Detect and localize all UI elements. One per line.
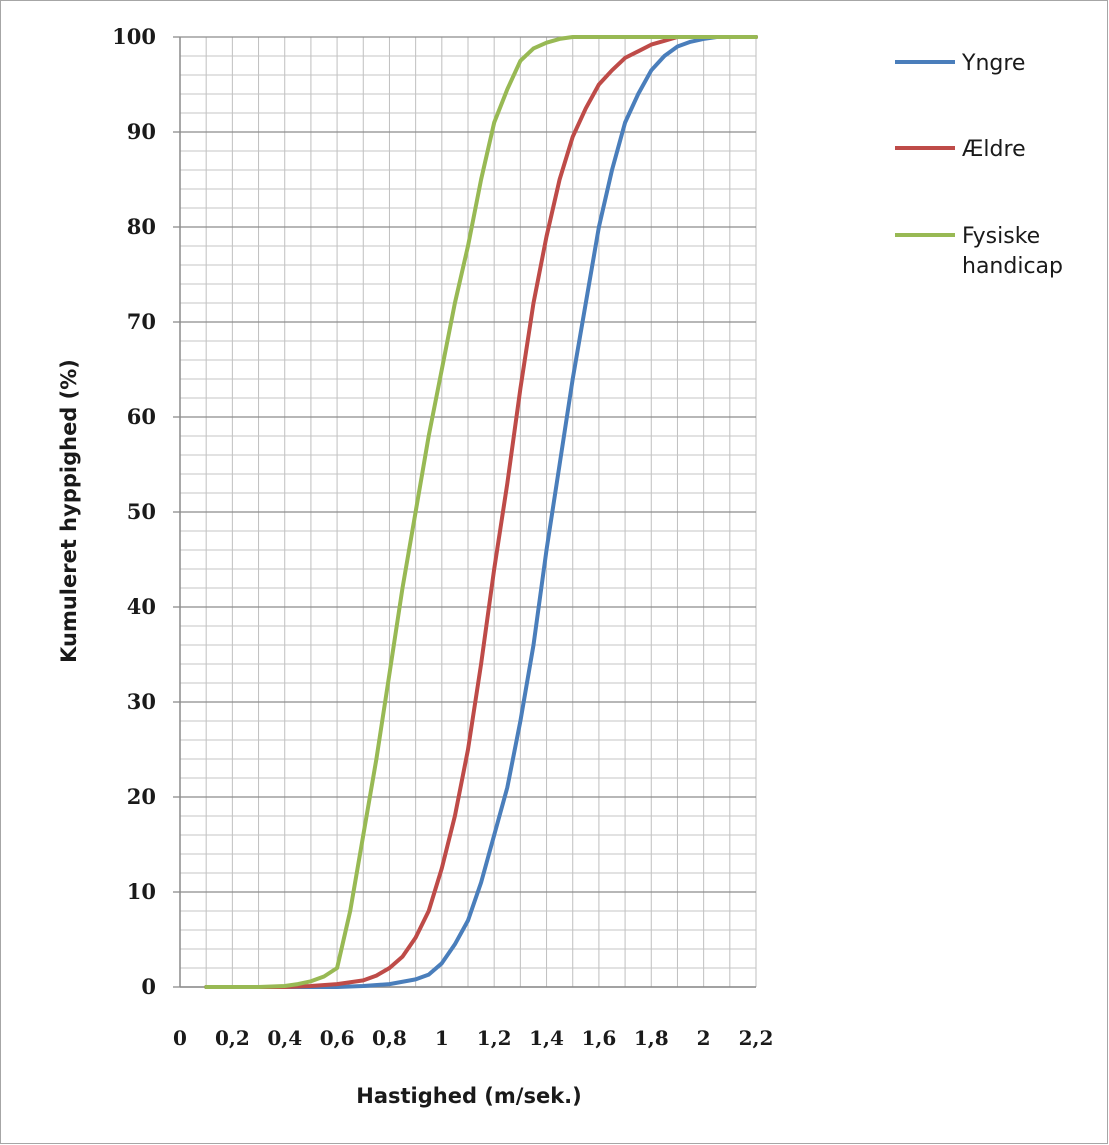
grid-lines (173, 36, 757, 988)
y-tick-labels: 0 10 20 30 40 50 60 70 80 90 100 (112, 24, 156, 999)
y-axis-title: Kumuleret hyppighed (%) (57, 359, 81, 663)
x-tick-label: 1,2 (477, 1026, 512, 1050)
legend-label-ældre: Ældre (962, 137, 1026, 162)
y-tick-label: 90 (127, 119, 156, 144)
y-tick-label: 70 (127, 309, 156, 334)
legend-label-fysiske-handicap: Fysiske handicap (962, 224, 1063, 279)
x-tick-label: 1,6 (582, 1026, 617, 1050)
y-tick-label: 100 (112, 24, 156, 49)
y-tick-label: 50 (127, 499, 156, 524)
x-tick-label: 1,4 (529, 1026, 564, 1050)
x-tick-label: 1,8 (634, 1026, 669, 1050)
x-tick-label: 1 (435, 1026, 449, 1050)
legend: Yngre Ældre Fysiske handicap (895, 51, 1063, 279)
y-tick-label: 10 (127, 879, 156, 904)
series-line-fysiske-handicap (204, 35, 758, 989)
y-tick-label: 30 (127, 689, 156, 714)
x-tick-label: 0,8 (372, 1026, 407, 1050)
y-tick-label: 0 (141, 974, 156, 999)
y-tick-label: 40 (127, 594, 156, 619)
x-tick-label: 0,6 (320, 1026, 355, 1050)
x-tick-label: 0,2 (215, 1026, 250, 1050)
y-tick-label: 60 (127, 404, 156, 429)
series-lines (204, 35, 758, 989)
x-tick-label: 2 (697, 1026, 711, 1050)
legend-label-yngre: Yngre (961, 51, 1025, 76)
series-line-ældre (204, 35, 758, 989)
x-tick-label: 0,4 (267, 1026, 302, 1050)
y-tick-label: 80 (127, 214, 156, 239)
y-tick-label: 20 (127, 784, 156, 809)
x-tick-label: 2,2 (739, 1026, 774, 1050)
x-axis-title: Hastighed (m/sek.) (356, 1084, 581, 1108)
series-line-yngre (204, 35, 758, 989)
x-tick-label: 0 (173, 1026, 187, 1050)
x-tick-labels: 0 0,2 0,4 0,6 0,8 1 1,2 1,4 1,6 1,8 2 2,2 (173, 1026, 773, 1050)
